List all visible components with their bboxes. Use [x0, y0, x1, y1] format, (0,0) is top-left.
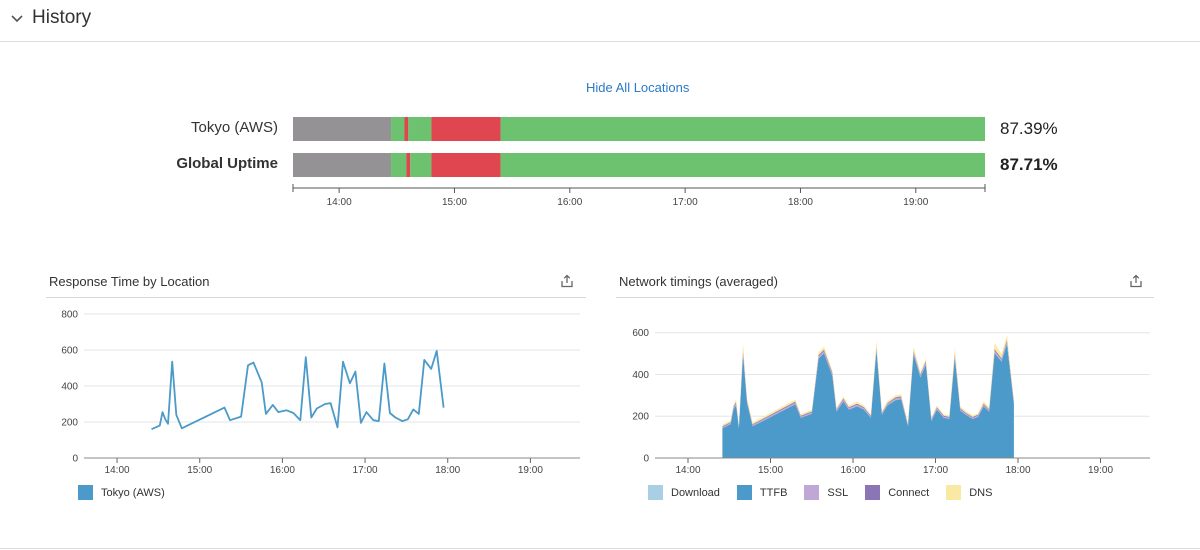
response-legend: Tokyo (AWS) [78, 485, 182, 500]
uptime-row-label: Tokyo (AWS) [191, 119, 278, 136]
network-panel-title: Network timings (averaged) [619, 274, 778, 289]
uptime-segment-unknown [293, 153, 392, 177]
network-legend: Download TTFB SSL Connect DNS [648, 485, 1009, 500]
share-icon[interactable] [560, 274, 574, 288]
uptime-bar-tokyo[interactable] [293, 117, 985, 141]
uptime-segment-up [500, 153, 985, 177]
legend-item-ttfb[interactable]: TTFB [736, 485, 788, 500]
axis-tick-label: 16:00 [557, 197, 582, 208]
y-tick-label: 800 [61, 310, 78, 321]
x-tick-label: 16:00 [270, 465, 295, 476]
uptime-segment-up [500, 117, 985, 141]
y-tick-label: 600 [61, 346, 78, 357]
axis-tick-label: 17:00 [673, 197, 698, 208]
x-tick-label: 14:00 [105, 465, 130, 476]
legend-swatch [946, 485, 962, 500]
legend-item-ssl[interactable]: SSL [804, 485, 848, 500]
axis-tick-label: 14:00 [327, 197, 352, 208]
uptime-percent: 87.39% [1000, 119, 1058, 138]
x-tick-label: 19:00 [1088, 465, 1113, 476]
legend-label: DNS [969, 486, 993, 499]
legend-label: SSL [827, 486, 849, 499]
response-panel-title: Response Time by Location [49, 274, 210, 289]
legend-item[interactable]: Tokyo (AWS) [78, 485, 165, 500]
axis-tick-label: 18:00 [788, 197, 813, 208]
uptime-segment-up [410, 153, 432, 177]
legend-item-connect[interactable]: Connect [865, 485, 929, 500]
legend-item-dns[interactable]: DNS [946, 485, 992, 500]
y-tick-label: 400 [61, 382, 78, 393]
area-ttfb [722, 343, 1014, 458]
x-tick-label: 17:00 [923, 465, 948, 476]
uptime-segment-up [391, 153, 407, 177]
uptime-segment-down [404, 117, 409, 141]
series-line-tokyo [151, 350, 445, 431]
y-tick-label: 200 [632, 412, 649, 423]
axis-tick-label: 15:00 [442, 197, 467, 208]
x-tick-label: 14:00 [675, 465, 700, 476]
share-icon[interactable] [1129, 274, 1143, 288]
legend-swatch [736, 485, 752, 500]
uptime-segment-down [431, 117, 501, 141]
legend-swatch [648, 485, 663, 500]
axis-tick-label: 19:00 [903, 197, 928, 208]
y-tick-label: 200 [61, 418, 78, 429]
x-tick-label: 17:00 [353, 465, 378, 476]
y-tick-label: 0 [72, 454, 78, 465]
response-time-chart[interactable]: 0 200 400 600 800 14:00 15:00 16:00 17:00 18:00 19… [0, 300, 600, 480]
legend-label: TTFB [759, 486, 788, 499]
section-title: History [32, 7, 92, 28]
uptime-percent-global: 87.71% [1000, 155, 1058, 174]
section-bottom-divider [0, 548, 1200, 549]
y-tick-label: 0 [643, 454, 649, 465]
network-timings-chart[interactable]: 0 200 400 600 14:00 15:00 16:00 17:00 18:00 19:00 [600, 300, 1200, 480]
uptime-segment-up [391, 117, 405, 141]
hide-all-locations-link[interactable]: Hide All Locations [586, 80, 690, 95]
uptime-time-axis: 14:00 15:00 16:00 17:00 18:00 19:00 [292, 184, 986, 208]
x-tick-label: 18:00 [435, 465, 460, 476]
panel-divider [616, 297, 1154, 298]
legend-item-download[interactable]: Download [648, 485, 720, 500]
uptime-row-label-global: Global Uptime [176, 155, 278, 172]
uptime-segment-down [431, 153, 501, 177]
legend-label: Connect [888, 486, 930, 499]
legend-label: Tokyo (AWS) [101, 486, 165, 499]
uptime-segment-unknown [293, 117, 392, 141]
chevron-down-icon[interactable] [10, 12, 24, 26]
uptime-segment-down [406, 153, 411, 177]
panel-divider [46, 297, 586, 298]
x-tick-label: 15:00 [187, 465, 212, 476]
legend-swatch [78, 485, 93, 500]
history-section-header[interactable]: History [0, 0, 1200, 42]
y-tick-label: 600 [632, 328, 649, 339]
legend-swatch [865, 485, 881, 500]
uptime-bar-global[interactable] [293, 153, 985, 177]
legend-label: Download [671, 486, 720, 499]
y-tick-label: 400 [632, 370, 649, 381]
uptime-segment-up [408, 117, 432, 141]
legend-swatch [804, 485, 820, 500]
x-tick-label: 16:00 [840, 465, 865, 476]
x-tick-label: 15:00 [758, 465, 783, 476]
x-tick-label: 18:00 [1005, 465, 1030, 476]
x-tick-label: 19:00 [518, 465, 543, 476]
